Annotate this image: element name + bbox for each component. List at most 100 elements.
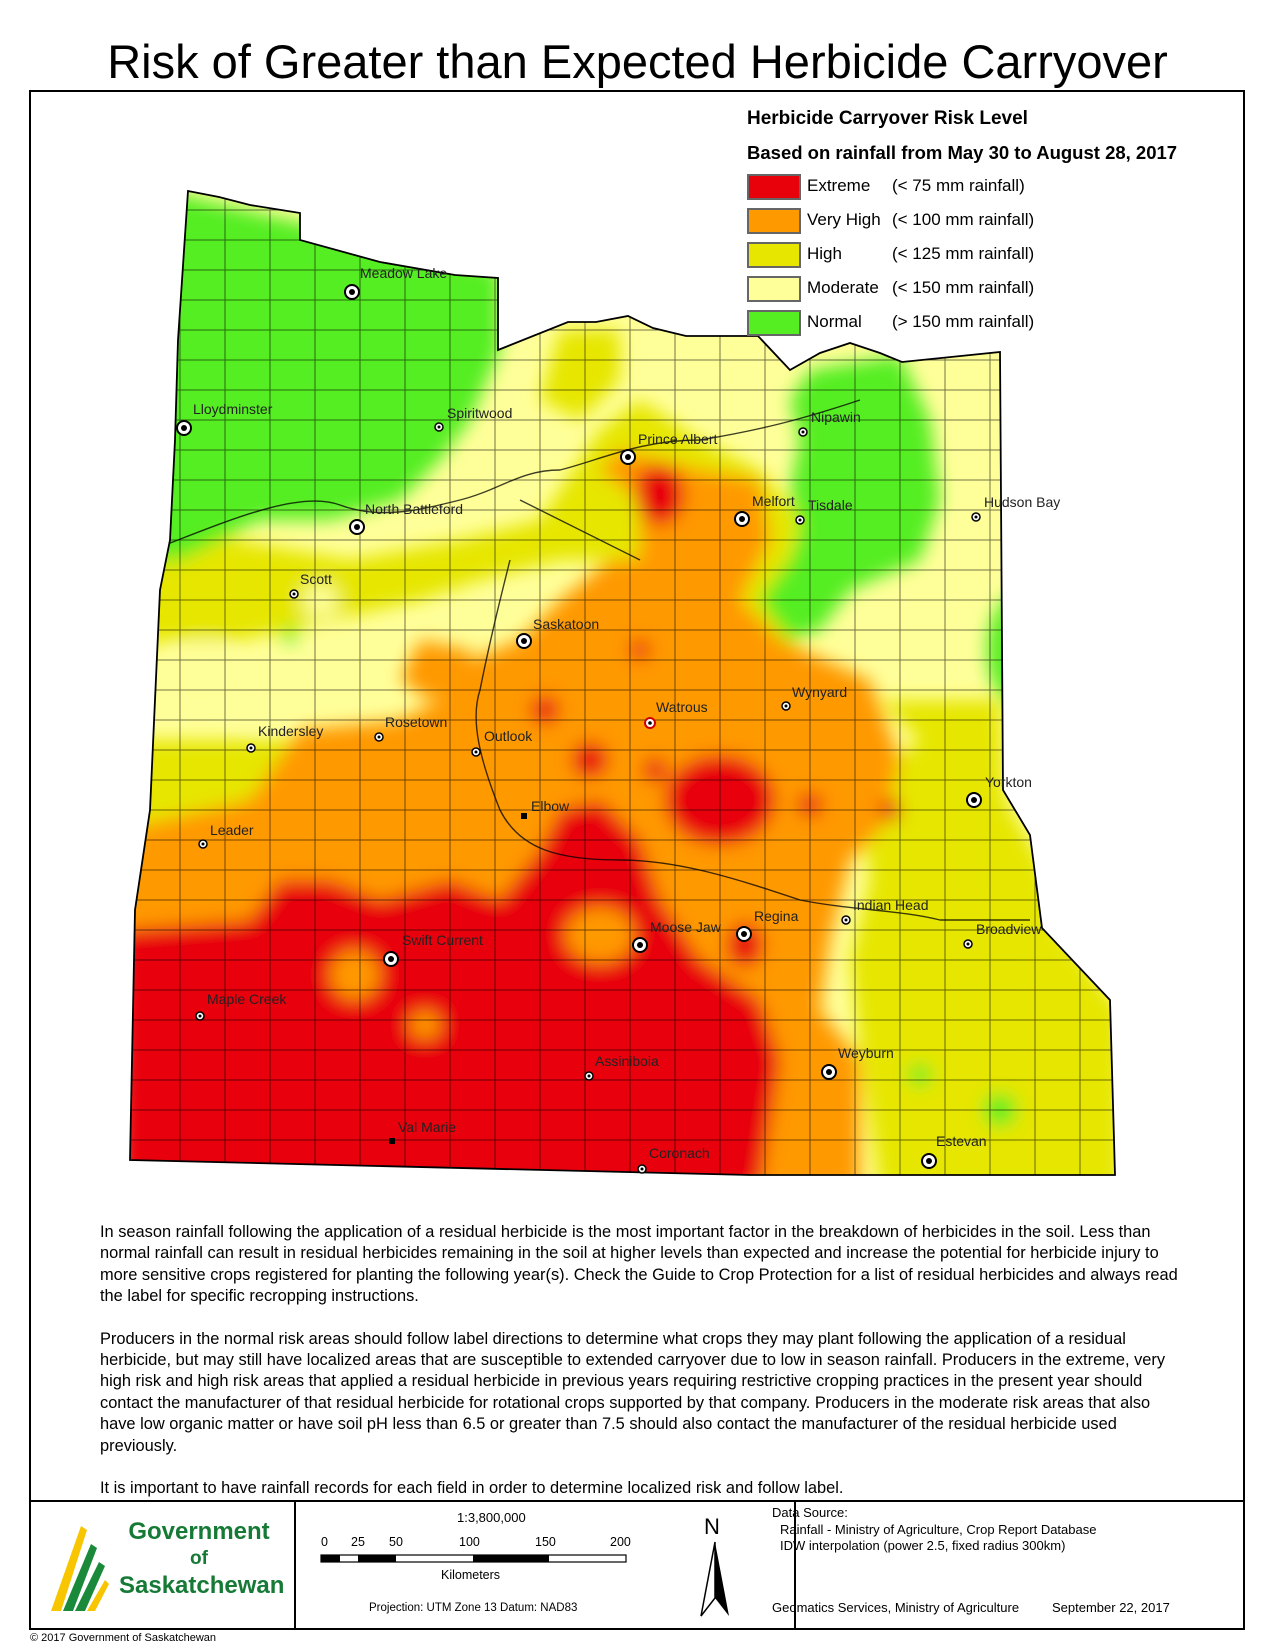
city-outlook: Outlook [471,728,533,757]
city-label: Prince Albert [638,431,717,447]
city-elbow: Elbow [521,798,570,819]
city-regina: Regina [736,908,799,942]
city-label: Saskatoon [533,616,599,632]
legend-range: (< 100 mm rainfall) [892,210,1035,229]
logo-line-3: Saskatchewan [119,1572,285,1599]
legend-range: (> 150 mm rainfall) [892,312,1035,331]
city-estevan: Estevan [921,1133,987,1169]
city-label: Leader [210,822,254,838]
scale-unit: Kilometers [441,1568,501,1582]
city-label: Val Marie [398,1119,456,1135]
city-watrous: Watrous [644,699,708,729]
city-label: Melfort [752,493,795,509]
city-lloydminster: Lloydminster [176,401,273,436]
city-label: Rosetown [385,714,447,730]
city-label: Coronach [649,1145,710,1161]
city-label: Assiniboia [595,1053,659,1069]
city-label: Lloydminster [193,401,273,417]
government-logo-mark [51,1526,109,1611]
rivers [164,399,1030,921]
city-coronach: Coronach [637,1145,710,1174]
city-moose-jaw: Moose Jaw [632,919,722,953]
legend-swatch [747,174,801,200]
data-source-title: Data Source: [772,1505,848,1520]
scale-bar [320,1554,627,1563]
city-label: Spiritwood [447,405,512,421]
map-footer: Government of Saskatchewan 1:3,800,000 0… [29,1500,1245,1630]
scale-tick-label: 100 [459,1535,480,1549]
city-tisdale: Tisdale [795,497,853,525]
explanatory-text: In season rainfall following the applica… [100,1222,1190,1520]
legend-label: Extreme [807,176,871,195]
footer-divider [294,1502,296,1628]
city-hudson-bay: Hudson Bay [971,494,1060,522]
city-weyburn: Weyburn [821,1045,894,1080]
city-label: Moose Jaw [650,919,722,935]
legend-label: Moderate [807,278,879,297]
map-title: Risk of Greater than Expected Herbicide … [107,35,1168,88]
city-label: Tisdale [808,497,853,513]
city-val-marie: Val Marie [389,1119,456,1144]
data-source-line-1: Rainfall - Ministry of Agriculture, Crop… [780,1522,1097,1537]
city-broadview: Broadview [963,921,1042,949]
city-label: Nipawin [811,409,861,425]
credit: Geomatics Services, Ministry of Agricult… [772,1600,1020,1615]
legend-title: Herbicide Carryover Risk Level [747,108,1028,129]
north-arrow-icon [700,1541,729,1617]
legend-swatch [747,242,801,268]
city-yorkton: Yorkton [966,774,1032,808]
legend-label: High [807,244,842,263]
city-label: Indian Head [853,897,929,913]
city-label: Kindersley [258,723,323,739]
city-leader: Leader [198,822,254,849]
paragraph-1: In season rainfall following the applica… [100,1223,1178,1306]
scale-tick-label: 0 [321,1535,328,1549]
city-wynyard: Wynyard [781,684,847,711]
city-markers: Meadow Lake Lloydminster Spiritwood Prin… [176,265,1060,1174]
city-nipawin: Nipawin [798,409,861,437]
publish-date: September 22, 2017 [1052,1600,1170,1615]
province-outline [129,189,1116,1176]
footer-divider [794,1502,796,1628]
legend-swatch [747,310,801,336]
city-label: Outlook [484,728,533,744]
scale-ratio: 1:3,800,000 [457,1510,526,1525]
city-prince-albert: Prince Albert [620,431,717,465]
municipal-boundaries [130,191,1115,1175]
logo-line-1: Government [128,1518,270,1545]
legend-label: Very High [807,210,881,229]
city-assiniboia: Assiniboia [584,1053,659,1081]
paragraph-2: Producers in the normal risk areas shoul… [100,1329,1166,1455]
city-label: Hudson Bay [984,494,1060,510]
legend-subtitle: Based on rainfall from May 30 to August … [747,142,1178,163]
city-label: Maple Creek [207,991,287,1007]
data-source-line-2: IDW interpolation (power 2.5, fixed radi… [780,1538,1066,1553]
legend-range: (< 150 mm rainfall) [892,278,1035,297]
city-swift-current: Swift Current [383,932,483,967]
city-label: Weyburn [838,1045,894,1061]
scale-tick-label: 25 [351,1535,365,1549]
city-label: Regina [754,908,799,924]
north-label: N [704,1514,720,1539]
city-label: Scott [300,571,332,587]
city-maple-creek: Maple Creek [195,991,287,1021]
scale-tick-label: 200 [610,1535,631,1549]
city-saskatoon: Saskatoon [516,616,599,649]
logo-line-2: of [190,1548,208,1569]
city-label: Meadow Lake [360,265,447,281]
city-label: Estevan [936,1133,987,1149]
legend-range: (< 125 mm rainfall) [892,244,1035,263]
legend-swatch [747,276,801,302]
legend-range: (< 75 mm rainfall) [892,176,1025,195]
city-rosetown: Rosetown [374,714,447,742]
scale-tick-label: 50 [389,1535,403,1549]
city-label: Wynyard [792,684,847,700]
city-melfort: Melfort [734,493,795,527]
city-spiritwood: Spiritwood [434,405,512,432]
city-label: Elbow [531,798,570,814]
city-label: Swift Current [402,932,483,948]
city-label: North Battleford [365,501,463,517]
projection-info: Projection: UTM Zone 13 Datum: NAD83 [369,1602,578,1614]
risk-map: Meadow Lake Lloydminster Spiritwood Prin… [129,189,1116,1176]
city-kindersley: Kindersley [246,723,323,753]
